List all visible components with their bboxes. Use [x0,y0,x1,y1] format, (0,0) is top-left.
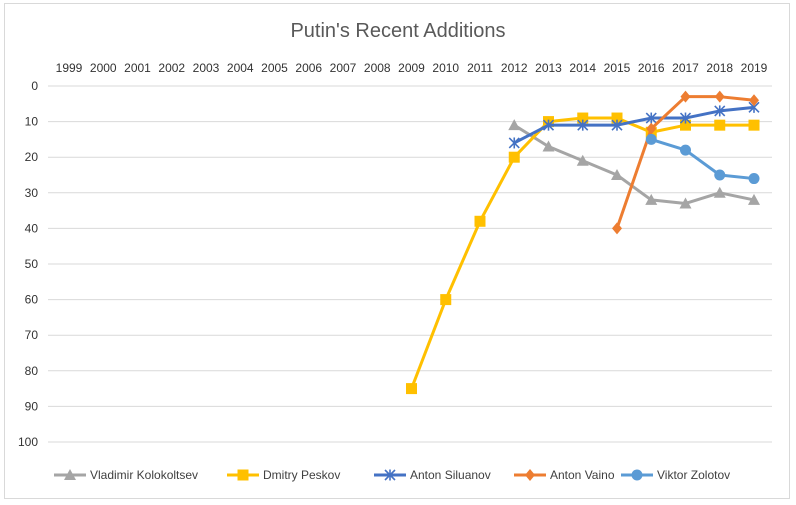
data-point [646,122,657,135]
x-tick-label: 2016 [638,61,665,75]
legend-item: Viktor Zolotov [621,468,730,482]
data-point [714,90,725,103]
plot-series [406,90,760,395]
y-tick-label: 100 [18,435,38,449]
data-point [611,169,623,180]
chart-title: Putin's Recent Additions [290,20,505,42]
y-tick-label: 50 [25,257,39,271]
series-line [513,123,755,205]
legend-item: Anton Vaino [514,468,615,482]
x-tick-label: 2018 [706,61,733,75]
data-point [680,119,691,131]
data-point [474,215,486,227]
x-tick-label: 2002 [158,61,185,75]
series-anton-vaino [612,90,759,235]
y-tick-label: 70 [25,328,39,342]
y-tick-label: 40 [25,221,39,235]
y-tick-label: 80 [25,364,39,378]
data-point [406,383,417,395]
legend-label: Vladimir Kolokoltsev [90,468,198,482]
series-viktor-zolotov [645,133,760,185]
data-point [542,140,555,152]
y-tick-label: 60 [25,293,39,307]
data-point [679,197,692,209]
x-tick-label: 1999 [56,61,83,75]
gridlines [48,85,772,443]
data-point [680,144,691,156]
data-point [714,105,726,117]
legend: Vladimir Kolokoltsev Dmitry Peskov Anton S… [54,468,730,482]
x-tick-label: 2001 [124,61,151,75]
series-line [513,105,755,145]
data-point [645,112,657,124]
data-point [714,119,726,131]
x-tick-label: 2010 [432,61,459,75]
legend-marker [525,469,535,481]
y-tick-label: 30 [25,186,39,200]
data-point [577,119,589,131]
legend-label: Viktor Zolotov [657,468,730,482]
legend-marker [631,469,643,481]
data-point [612,222,622,235]
legend-label: Anton Vaino [550,468,615,482]
data-point [576,154,589,166]
x-tick-label: 2015 [604,61,631,75]
data-point [714,169,726,181]
data-point [645,133,657,145]
data-point [508,151,520,163]
series-vladimir-kolokoltsev [508,119,760,209]
data-point [440,294,452,306]
y-tick-label: 0 [31,79,38,93]
x-tick-label: 2003 [193,61,220,75]
x-tick-label: 2011 [467,61,493,75]
x-tick-label: 2014 [569,61,596,75]
legend-item: Dmitry Peskov [227,468,340,482]
legend-marker [237,469,249,481]
y-axis-tick-labels: 0 10 20 30 40 50 60 70 80 90 100 [18,79,38,449]
x-tick-label: 2008 [364,61,391,75]
legend-marker [64,469,76,480]
x-tick-label: 2000 [90,61,117,75]
legend-marker [384,469,396,481]
data-point [611,112,623,124]
x-tick-label: 2005 [261,61,288,75]
data-point [508,137,520,149]
data-point [542,119,555,131]
y-tick-label: 10 [25,115,39,129]
x-tick-label: 2013 [535,61,562,75]
data-point [748,173,760,185]
x-tick-label: 2009 [398,61,425,75]
data-point [508,119,521,131]
data-point [680,90,691,103]
legend-label: Anton Siluanov [410,468,491,482]
series-anton-siluanov [508,101,760,149]
data-point [713,186,726,198]
data-point [577,112,589,124]
x-axis-tick-labels: 1999 2000 2001 2002 2003 2004 2005 2006 2007 2008… [56,61,768,75]
data-point [748,119,760,131]
data-point [679,112,692,124]
x-tick-label: 2017 [672,61,699,75]
x-tick-label: 2007 [330,61,357,75]
y-tick-label: 20 [25,150,39,164]
legend-item: Vladimir Kolokoltsev [54,468,198,482]
y-tick-label: 90 [25,399,39,413]
x-tick-label: 2006 [295,61,322,75]
data-point [611,119,623,131]
data-point [748,193,760,205]
x-tick-label: 2012 [501,61,528,75]
legend-label: Dmitry Peskov [263,468,340,482]
x-tick-label: 2019 [741,61,768,75]
series-line [650,137,755,181]
data-point [749,94,759,107]
legend-item: Anton Siluanov [374,468,491,482]
x-tick-label: 2004 [227,61,254,75]
data-point [645,193,658,205]
